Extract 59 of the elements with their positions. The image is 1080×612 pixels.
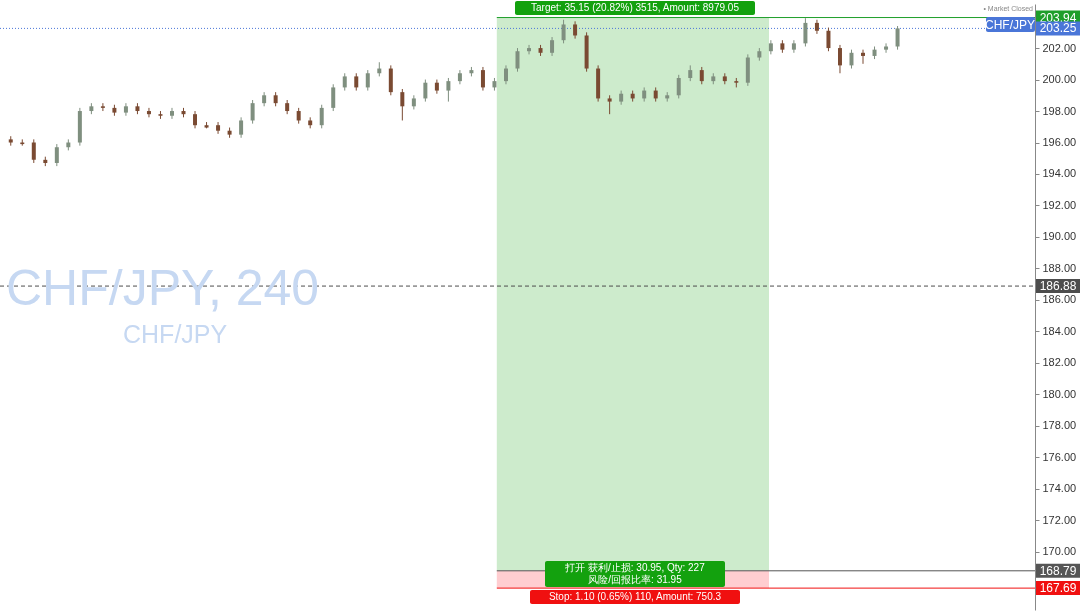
ref-line-label: 168.79 [1039,563,1077,578]
y-tick-label: 178.00 [1042,419,1077,432]
candlestick [803,17,808,47]
y-tick-label: 182.00 [1042,356,1077,369]
candlestick [250,99,255,125]
y-tick-label: 198.00 [1042,104,1077,117]
candlestick [423,79,428,103]
candlestick [365,69,370,92]
y-tick-label: 184.00 [1042,324,1077,337]
y-tick-label: 170.00 [1042,545,1077,558]
candlestick [331,83,336,112]
y-tick-label: 186.00 [1042,293,1077,306]
candlestick [861,49,866,65]
ref-line-label: 203.25 [1039,21,1077,36]
candlestick [849,49,854,70]
candlestick [480,66,485,92]
candlestick [54,143,59,167]
candlestick [388,64,393,96]
annotation: 风险/回报比率: 31.95 [588,574,683,585]
candlestick [123,102,128,117]
candlestick [515,47,520,73]
y-tick-label: 194.00 [1042,167,1077,180]
y-tick-label: 176.00 [1042,450,1077,463]
candlestick [527,44,532,55]
candlestick [319,104,324,129]
text: CHF/JPY, 240 [6,260,320,316]
annotation: Target: 35.15 (20.82%) 3515, Amount: 8979.05 [531,2,740,13]
candlestick [607,94,612,115]
candlestick [884,42,889,54]
candlestick [146,107,151,118]
y-tick-label: 174.00 [1042,482,1077,495]
y-tick-label: 172.00 [1042,513,1077,526]
candlestick [503,64,508,85]
candlestick [550,36,555,57]
y-tick-label: 188.00 [1042,261,1077,274]
candlestick [826,27,831,52]
y-tick-label: 202.00 [1042,41,1077,54]
candlestick [169,107,174,120]
annotation: 打开 获利/止损: 30.95, Qty: 227 [564,562,706,573]
y-tick-label: 196.00 [1042,136,1077,149]
ref-line-label: 167.69 [1039,581,1077,596]
ref-line-label: 186.88 [1039,279,1077,294]
candlestick [791,39,796,54]
candlestick [239,116,244,139]
candlestick [895,25,900,51]
y-tick-label: 200.00 [1042,73,1077,86]
candlestick [676,74,681,99]
candlestick [100,102,105,112]
text: CHF/JPY [123,320,228,348]
y-tick-label: 192.00 [1042,198,1077,211]
candlestick [216,121,221,135]
candlestick [31,138,36,164]
candlestick [446,77,451,103]
y-tick-label: 180.00 [1042,387,1077,400]
candlestick [837,44,842,74]
annotation: Stop: 1.10 (0.65%) 110, Amount: 750.3 [548,591,722,602]
candlestick [400,88,405,121]
y-tick-label: 190.00 [1042,230,1077,243]
candlestick [561,19,566,44]
